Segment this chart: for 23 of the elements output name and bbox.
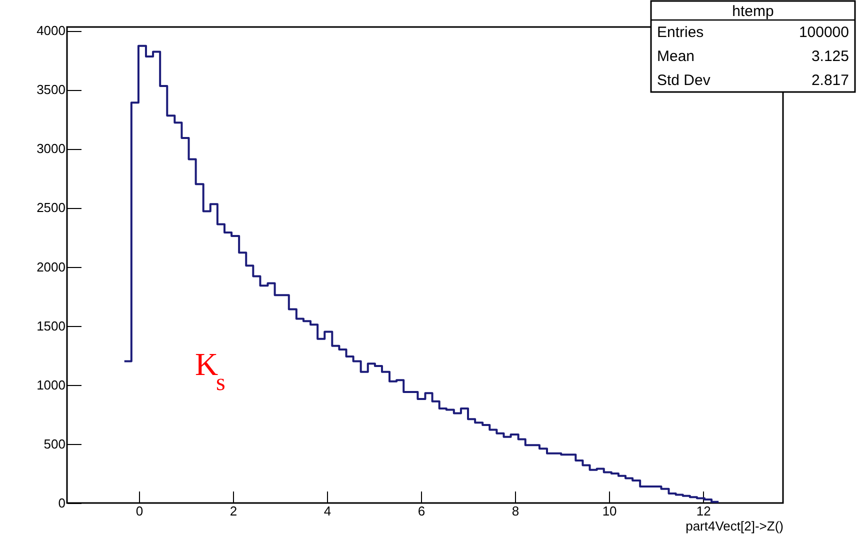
annotation: Std Dev: [657, 72, 711, 89]
y-tick-label: 4000: [36, 23, 66, 38]
annotation: Entries: [657, 24, 704, 41]
y-tick-label: 500: [44, 436, 66, 452]
text: htemp: [732, 3, 774, 20]
text: 2.817: [811, 72, 849, 89]
annotation: Mean: [657, 48, 695, 65]
text: 3.125: [811, 48, 849, 65]
x-tick-label: 0: [136, 504, 144, 518]
text: 100000: [798, 24, 849, 41]
x-tick-label: 12: [696, 504, 711, 518]
x-axis-title: part4Vect[2]->Z(): [686, 518, 784, 534]
x-tick-label: 10: [602, 504, 617, 518]
y-tick-label: 1500: [36, 318, 66, 334]
x-tick-label: 2: [230, 504, 238, 518]
x-tick-label: 8: [512, 504, 520, 518]
x-tick-label: 4: [324, 504, 332, 518]
y-tick-label: 3000: [36, 141, 66, 156]
y-tick-label: 2500: [36, 200, 66, 216]
y-tick-label: 1000: [36, 377, 66, 392]
y-tick-label: 2000: [36, 259, 66, 274]
y-tick-label: 3500: [36, 82, 66, 98]
x-tick-label: 6: [418, 504, 426, 518]
